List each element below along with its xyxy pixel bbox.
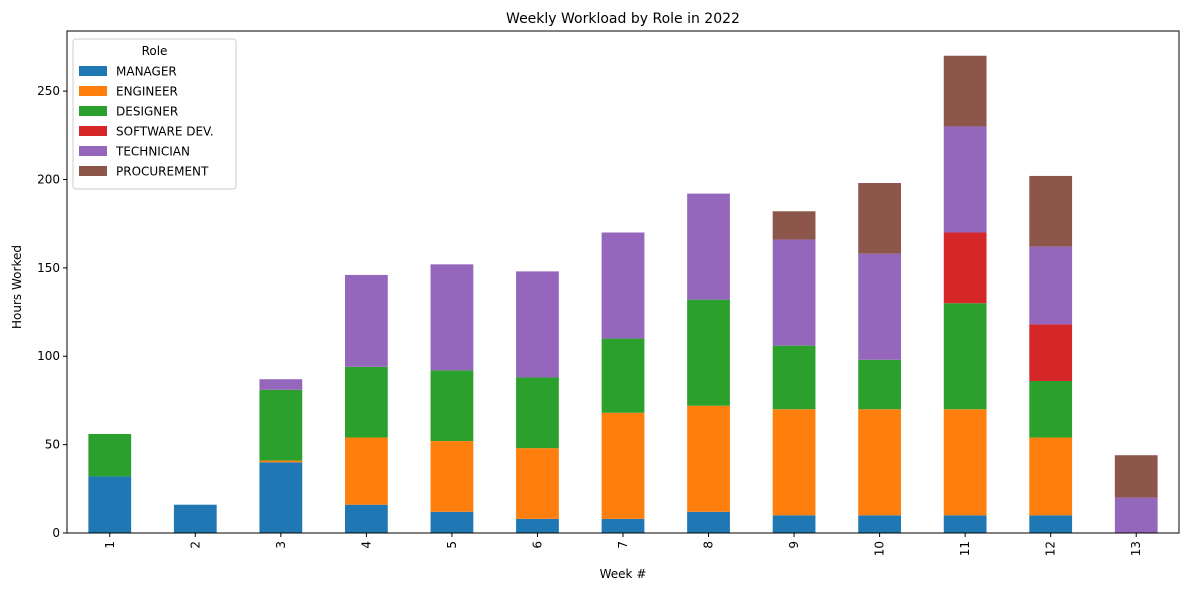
bar-week-1-designer [88, 434, 132, 477]
bar-week-7-designer [601, 338, 645, 413]
bar-week-3-technician [259, 379, 303, 390]
x-tick-label: 12 [1044, 541, 1058, 556]
bar-week-7-manager [601, 518, 645, 533]
bar-week-5-engineer [430, 441, 474, 512]
y-tick-label: 200 [37, 172, 60, 186]
bar-week-11-technician [943, 126, 987, 233]
bar-week-10-designer [858, 359, 901, 410]
legend-swatch [79, 146, 107, 156]
bar-week-8-engineer [687, 405, 730, 512]
legend-title: Role [142, 44, 168, 58]
legend-entry-label: MANAGER [116, 65, 177, 79]
legend: Role MANAGER ENGINEER DESIGNER SOFTWARE DEV.… [72, 38, 237, 190]
bar-week-11-software-dev [943, 232, 987, 304]
x-tick-label: 6 [530, 541, 544, 549]
bar-week-6-designer [516, 377, 559, 449]
bar-week-12-procurement [1029, 175, 1073, 247]
x-tick-label: 2 [188, 541, 202, 549]
x-tick-label: 5 [445, 541, 459, 549]
bar-week-12-designer [1029, 380, 1073, 438]
x-tick-label: 3 [274, 541, 288, 549]
bar-week-8-designer [687, 299, 730, 406]
legend-swatch [79, 86, 107, 96]
bar-week-4-engineer [345, 437, 388, 505]
bar-week-9-procurement [772, 211, 816, 240]
legend-swatch [79, 66, 107, 76]
y-tick-label: 0 [52, 526, 60, 540]
bar-week-12-engineer [1029, 437, 1073, 516]
bar-week-8-technician [687, 193, 730, 300]
x-axis-label: Week # [600, 567, 647, 581]
legend-entry-label: ENGINEER [116, 85, 178, 99]
legend-entry-label: DESIGNER [116, 105, 178, 119]
bar-week-12-software-dev [1029, 324, 1073, 381]
y-tick-label: 150 [37, 261, 60, 275]
y-tick-label: 100 [37, 349, 60, 363]
bar-week-11-procurement [943, 55, 987, 127]
x-tick-label: 7 [616, 541, 630, 549]
x-tick-label: 4 [359, 541, 373, 549]
y-tick-label: 50 [45, 438, 60, 452]
bar-week-5-manager [430, 511, 474, 533]
bar-week-11-manager [943, 515, 987, 533]
bar-week-4-manager [345, 504, 388, 533]
bar-week-9-designer [772, 345, 816, 410]
bar-week-4-designer [345, 366, 388, 438]
bar-week-9-technician [772, 239, 816, 346]
bar-week-13-technician [1114, 497, 1158, 533]
bar-week-3-designer [259, 389, 303, 461]
bar-week-6-engineer [516, 448, 559, 519]
y-tick-label: 250 [37, 84, 60, 98]
bar-week-5-technician [430, 264, 474, 371]
bar-week-2-manager [173, 504, 217, 533]
bar-week-11-designer [943, 303, 987, 410]
bar-week-10-manager [858, 515, 901, 533]
bar-week-8-manager [687, 511, 730, 533]
bar-week-7-technician [601, 232, 645, 339]
legend-entry-label: TECHNICIAN [115, 145, 190, 159]
y-axis-label: Hours Worked [10, 245, 24, 329]
legend-swatch [79, 126, 107, 136]
x-tick-label: 10 [873, 541, 887, 556]
bar-week-6-technician [516, 271, 559, 378]
bar-week-3-engineer [259, 460, 303, 463]
bar-week-11-engineer [943, 409, 987, 516]
bar-week-13-procurement [1114, 455, 1158, 498]
bar-week-10-procurement [858, 183, 901, 254]
x-tick-label: 11 [958, 541, 972, 556]
bar-week-5-designer [430, 370, 474, 442]
chart-title: Weekly Workload by Role in 2022 [506, 11, 740, 27]
legend-entry-label: PROCUREMENT [116, 165, 209, 179]
bar-week-6-manager [516, 518, 559, 533]
bar-week-7-engineer [601, 412, 645, 519]
bar-week-10-engineer [858, 409, 901, 516]
x-tick-label: 9 [787, 541, 801, 549]
bar-week-12-technician [1029, 246, 1073, 325]
x-tick-label: 13 [1129, 541, 1143, 556]
legend-box [72, 38, 237, 190]
bar-week-9-manager [772, 515, 816, 533]
bar-week-4-technician [345, 274, 388, 367]
bar-week-9-engineer [772, 409, 816, 516]
x-tick-label: 1 [103, 541, 117, 549]
legend-swatch [79, 106, 107, 116]
legend-swatch [79, 166, 107, 176]
bar-week-3-manager [259, 462, 303, 533]
bar-week-12-manager [1029, 515, 1073, 533]
x-tick-label: 8 [702, 541, 716, 549]
legend-entry-label: SOFTWARE DEV. [116, 125, 214, 139]
bars-layer [88, 55, 1158, 533]
bar-week-1-manager [88, 476, 132, 533]
bar-week-10-technician [858, 253, 901, 360]
